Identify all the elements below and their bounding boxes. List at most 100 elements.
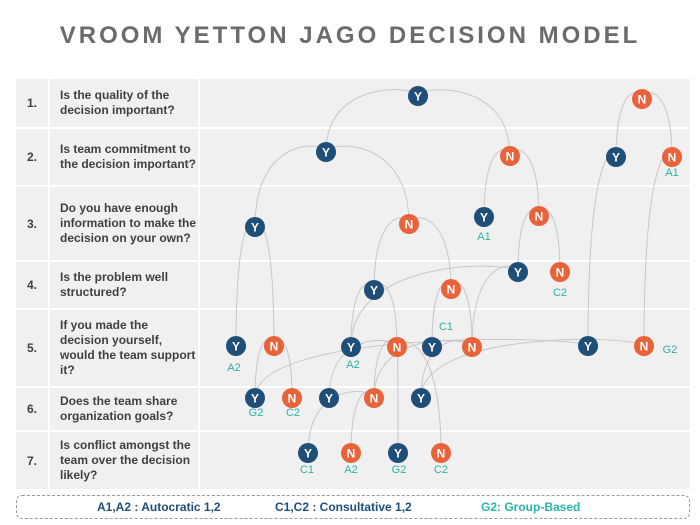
node-label: N: [556, 266, 565, 280]
node-circle: [606, 147, 626, 167]
connector-line: [325, 89, 419, 153]
no-node: N: [632, 89, 652, 109]
node-label: Y: [414, 90, 422, 104]
no-node: N: [431, 443, 451, 463]
node-circle: [341, 337, 361, 357]
node-label: Y: [428, 341, 436, 355]
node-circle: [245, 217, 265, 237]
node-label: Y: [584, 340, 592, 354]
node-label: N: [270, 340, 279, 354]
legend-consultative: C1,C2 : Consultative 1,2: [275, 500, 412, 514]
question-text: If you made the decision yourself, would…: [52, 310, 200, 386]
yes-node: Y: [298, 443, 318, 463]
node-label: Y: [417, 392, 425, 406]
no-node: N: [529, 206, 549, 226]
node-label: Y: [251, 392, 259, 406]
node-label: Y: [251, 221, 259, 235]
node-circle: [264, 336, 284, 356]
no-node: N: [282, 388, 302, 408]
node-circle: [408, 86, 428, 106]
node-circle: [364, 388, 384, 408]
yes-node: Y: [578, 336, 598, 356]
connector-line: [254, 145, 327, 228]
node-circle: [431, 443, 451, 463]
outcome-label: A1: [477, 231, 490, 243]
no-node: N: [662, 147, 682, 167]
legend-autocratic: A1,A2 : Autocratic 1,2: [97, 500, 221, 514]
node-circle: [662, 147, 682, 167]
node-label: Y: [480, 211, 488, 225]
no-node: N: [441, 279, 461, 299]
question-number: 3.: [16, 187, 50, 260]
node-label: Y: [514, 266, 522, 280]
connector-line: [420, 338, 645, 399]
yes-node: Y: [411, 388, 431, 408]
question-number: 1.: [16, 79, 50, 127]
legend-group: G2: Group-Based: [481, 500, 581, 514]
question-row-4: 4. Is the problem well structured?: [16, 260, 690, 308]
question-text: Is the quality of the decision important…: [52, 79, 200, 127]
node-label: N: [468, 341, 477, 355]
node-circle: [441, 279, 461, 299]
node-label: Y: [370, 284, 378, 298]
question-text: Is team commitment to the decision impor…: [52, 129, 200, 185]
no-node: N: [264, 336, 284, 356]
question-row-7: 7. Is conflict amongst the team over the…: [16, 430, 690, 489]
node-circle: [474, 207, 494, 227]
yes-node: Y: [408, 86, 428, 106]
outcome-label: C2: [553, 287, 567, 299]
node-circle: [578, 336, 598, 356]
outcome-label: C1: [300, 464, 314, 476]
node-label: N: [393, 341, 402, 355]
outcome-label: A1: [665, 167, 678, 179]
outcome-label: A2: [227, 362, 240, 374]
yes-node: Y: [245, 388, 265, 408]
node-circle: [422, 337, 442, 357]
node-circle: [632, 89, 652, 109]
node-label: Y: [232, 340, 240, 354]
node-label: Y: [322, 146, 330, 160]
yes-node: Y: [226, 336, 246, 356]
legend: A1,A2 : Autocratic 1,2 C1,C2 : Consultat…: [16, 495, 690, 519]
node-circle: [387, 337, 407, 357]
no-node: N: [387, 337, 407, 357]
question-number: 4.: [16, 262, 50, 308]
node-circle: [341, 443, 361, 463]
question-text: Is conflict amongst the team over the de…: [52, 432, 200, 489]
outcome-label: G2: [392, 464, 407, 476]
outcome-label: A2: [344, 464, 357, 476]
question-number: 2.: [16, 129, 50, 185]
outcome-label: C2: [434, 464, 448, 476]
question-row-6: 6. Does the team share organization goal…: [16, 386, 690, 430]
yes-node: Y: [474, 207, 494, 227]
outcome-label: G2: [663, 344, 678, 356]
no-node: N: [634, 336, 654, 356]
question-number: 7.: [16, 432, 50, 489]
node-label: N: [640, 340, 649, 354]
node-label: N: [535, 210, 544, 224]
node-circle: [508, 262, 528, 282]
no-node: N: [500, 146, 520, 166]
connector-line: [396, 341, 399, 454]
connector-line: [254, 338, 589, 399]
connector-line: [643, 152, 673, 347]
node-label: N: [405, 218, 414, 232]
outcome-label: C2: [286, 407, 300, 419]
yes-node: Y: [364, 280, 384, 300]
yes-node: Y: [341, 337, 361, 357]
page-title: VROOM YETTON JAGO DECISION MODEL: [59, 22, 641, 49]
node-label: N: [447, 283, 456, 297]
yes-node: Y: [245, 217, 265, 237]
no-node: N: [399, 214, 419, 234]
node-circle: [550, 262, 570, 282]
node-label: N: [668, 151, 677, 165]
no-node: N: [550, 262, 570, 282]
node-circle: [245, 388, 265, 408]
no-node: N: [462, 337, 482, 357]
question-number: 5.: [16, 310, 50, 386]
question-row-3: 3. Do you have enough information to mak…: [16, 185, 690, 260]
node-circle: [319, 388, 339, 408]
node-label: Y: [394, 447, 402, 461]
outcome-label: G2: [249, 407, 264, 419]
